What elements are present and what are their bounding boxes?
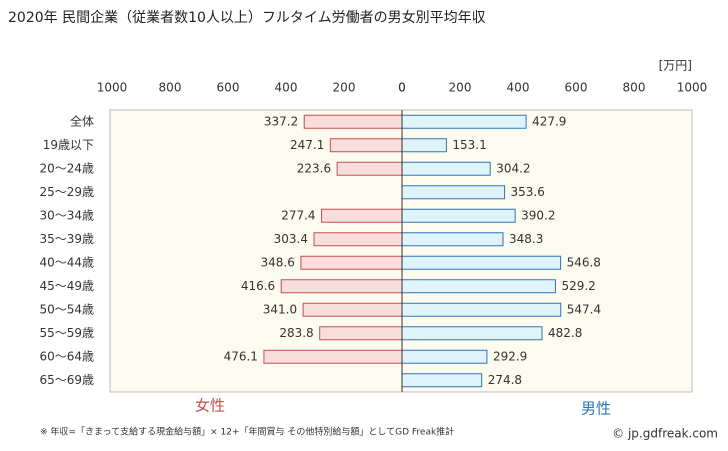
bar: [401, 255, 562, 270]
bar: [401, 208, 516, 223]
x-tick-label: 800: [159, 81, 182, 95]
value-label: 223.6: [297, 161, 331, 175]
x-tick-label: 600: [565, 81, 588, 95]
value-label: 292.9: [493, 349, 527, 363]
y-tick-label: 55～59歳: [39, 326, 94, 340]
y-tick-label: 65～69歳: [39, 373, 94, 387]
bar: [302, 302, 403, 317]
x-tick-label: 0: [398, 81, 406, 95]
bar: [280, 279, 403, 294]
bar: [401, 138, 447, 153]
x-tick-label: 400: [507, 81, 530, 95]
unit-label: [万円]: [659, 59, 692, 73]
footnote: ※ 年収=「きまって支給する現金給与額」× 12+「年間賞与 その他特別給与額」…: [40, 426, 454, 438]
legend-label: 男性: [581, 400, 611, 418]
value-label: 153.1: [452, 138, 486, 152]
value-label: 341.0: [263, 302, 297, 316]
bar: [401, 114, 527, 129]
bar: [401, 373, 483, 388]
value-label: 348.6: [261, 255, 295, 269]
y-tick-label: 40～44歳: [39, 255, 94, 269]
y-tick-label: 50～54歳: [39, 302, 94, 316]
value-label: 482.8: [548, 326, 582, 340]
value-label: 416.6: [241, 279, 275, 293]
value-label: 390.2: [521, 208, 555, 222]
x-tick-label: 200: [449, 81, 472, 95]
value-label: 476.1: [224, 349, 258, 363]
bar: [321, 208, 403, 223]
x-tick-label: 600: [217, 81, 240, 95]
y-tick-label: 20～24歳: [39, 161, 94, 175]
bar: [401, 232, 504, 247]
bar: [401, 326, 543, 341]
bar: [329, 138, 403, 153]
y-tick-label: 25～29歳: [39, 185, 94, 199]
y-tick-label: 45～49歳: [39, 279, 94, 293]
value-label: 353.6: [511, 185, 545, 199]
value-label: 283.8: [279, 326, 313, 340]
bar: [401, 161, 491, 176]
value-label: 427.9: [532, 114, 566, 128]
bar: [401, 349, 488, 364]
value-label: 277.4: [281, 208, 315, 222]
value-label: 303.4: [274, 232, 308, 246]
bar: [401, 185, 506, 200]
bar: [401, 279, 556, 294]
value-label: 274.8: [488, 373, 522, 387]
x-tick-label: 0: [398, 81, 406, 95]
value-label: 546.8: [567, 255, 601, 269]
x-tick-label: 1000: [97, 81, 128, 95]
value-label: 304.2: [496, 161, 530, 175]
bar: [300, 255, 403, 270]
x-tick-label: 1000: [677, 81, 708, 95]
y-tick-label: 35～39歳: [39, 232, 94, 246]
value-label: 348.3: [509, 232, 543, 246]
chart-title: 2020年 民間企業（従業者数10人以上）フルタイム労働者の男女別平均年収: [8, 9, 486, 26]
bar: [313, 232, 403, 247]
bar: [319, 326, 403, 341]
x-tick-label: 400: [275, 81, 298, 95]
x-tick-label: 800: [623, 81, 646, 95]
y-tick-label: 60～64歳: [39, 349, 94, 363]
value-label: 547.4: [567, 302, 601, 316]
watermark: © jp.gdfreak.com: [612, 427, 718, 441]
bar: [336, 161, 403, 176]
legend-label: 女性: [195, 397, 225, 415]
y-tick-label: 全体: [70, 113, 94, 128]
plot-area: [109, 109, 693, 393]
y-tick-label: 30～34歳: [39, 208, 94, 222]
value-label: 337.2: [264, 114, 298, 128]
bar: [263, 349, 403, 364]
y-tick-label: 19歳以下: [43, 138, 94, 152]
x-tick-label: 200: [333, 81, 356, 95]
value-label: 529.2: [561, 279, 595, 293]
bar: [303, 114, 403, 129]
value-label: 247.1: [290, 138, 324, 152]
bar: [401, 302, 562, 317]
